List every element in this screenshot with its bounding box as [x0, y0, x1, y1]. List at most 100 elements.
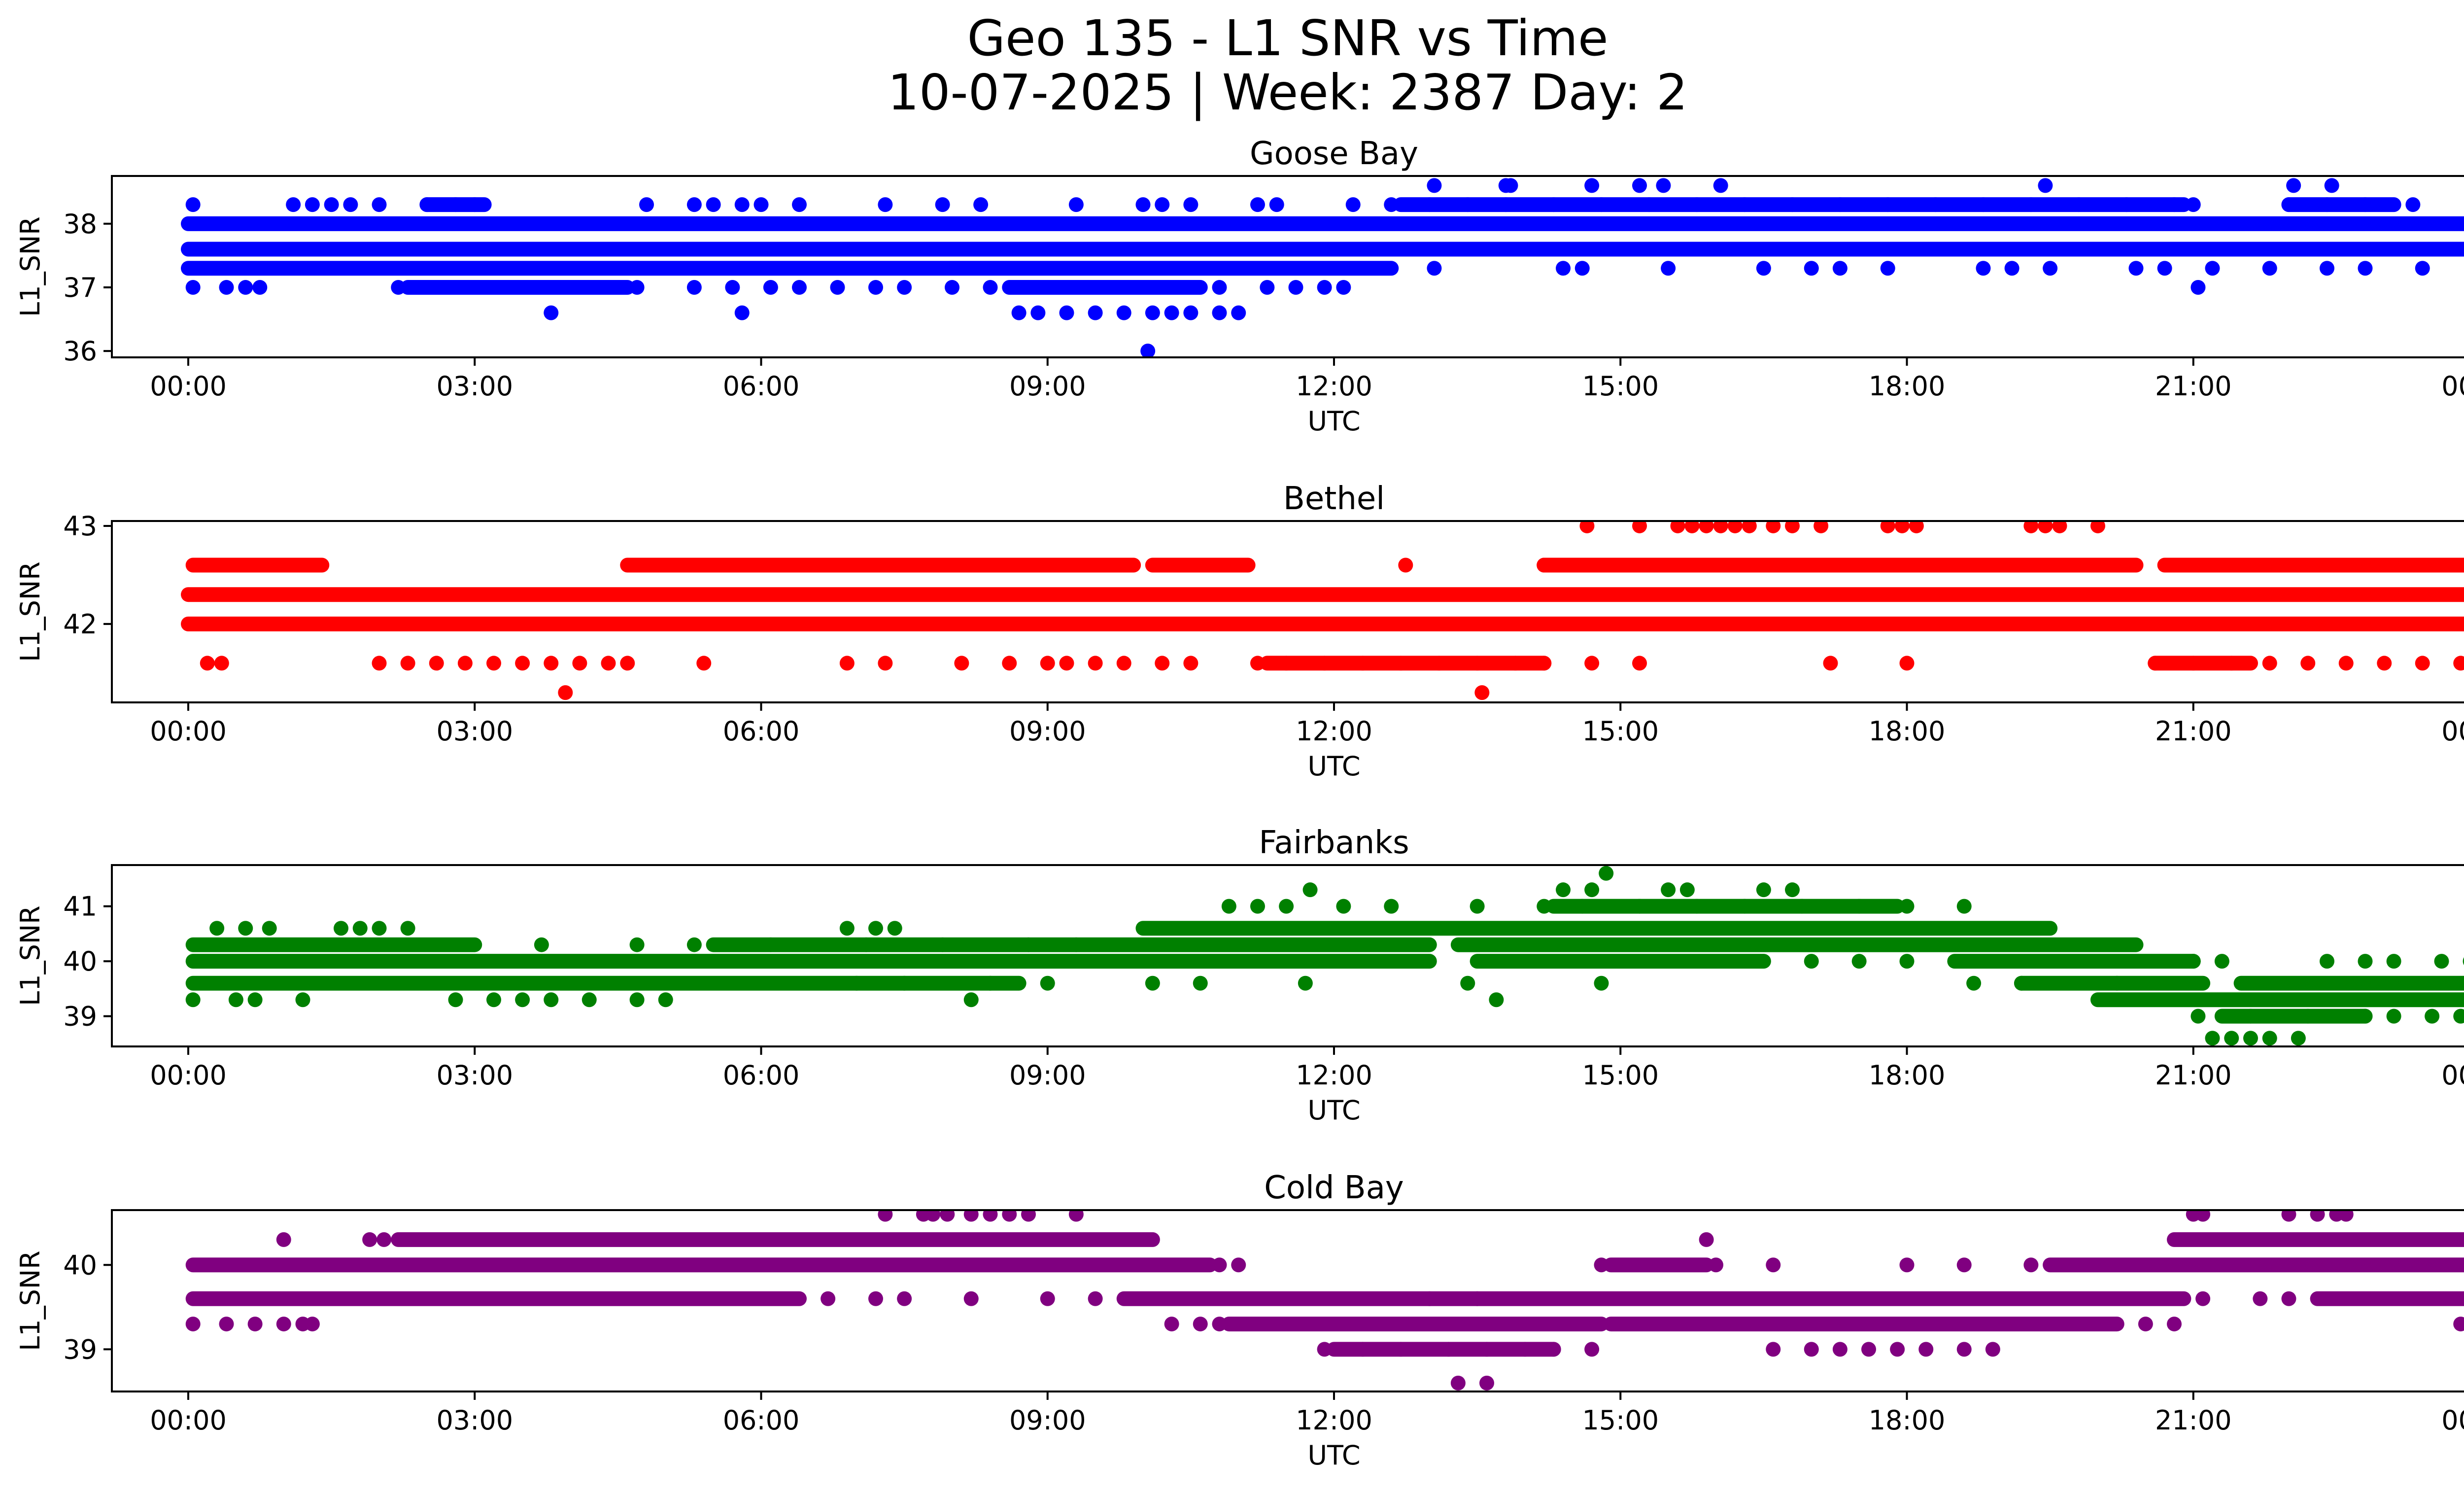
data-point-bethel [1579, 521, 1595, 533]
data-point-goose-bay [1269, 197, 1284, 212]
data-point-goose-bay [1584, 178, 1600, 193]
scatter-series-bethel [181, 521, 2464, 700]
data-point-goose-bay [305, 197, 320, 212]
x-tick-label-cold-bay: 21:00 [2155, 1405, 2232, 1436]
data-point-bethel [2453, 656, 2464, 671]
data-point-cold-bay [2138, 1317, 2153, 1332]
x-tick-label-cold-bay: 12:00 [1296, 1405, 1372, 1436]
data-point-goose-bay [973, 197, 989, 212]
data-point-goose-bay [868, 279, 883, 295]
x-tick-label-goose-bay: 03:00 [436, 371, 513, 402]
data-point-bethel [1116, 656, 1131, 671]
x-tick-label-cold-bay: 09:00 [1009, 1405, 1086, 1436]
scatter-series-goose-bay [181, 178, 2464, 357]
y-tick-label-goose-bay: 37 [63, 272, 97, 303]
y-tick-label-bethel: 43 [63, 511, 97, 542]
data-point-fairbanks [2014, 975, 2029, 991]
data-point-cold-bay [1355, 1342, 1370, 1357]
data-point-cold-bay [1212, 1317, 1227, 1332]
data-point-fairbanks [544, 992, 559, 1008]
x-tick-label-fairbanks: 21:00 [2155, 1060, 2232, 1091]
data-point-cold-bay [1479, 1342, 1494, 1357]
data-point-goose-bay [792, 279, 807, 295]
data-point-fairbanks [2186, 954, 2201, 969]
data-point-fairbanks [2358, 954, 2373, 969]
data-point-goose-bay [1928, 197, 1943, 212]
data-point-fairbanks [1661, 882, 1676, 898]
data-point-cold-bay [1470, 1291, 1485, 1306]
data-point-goose-bay [734, 197, 750, 212]
data-point-goose-bay [429, 279, 444, 295]
data-point-goose-bay [1135, 197, 1151, 212]
data-point-cold-bay [1040, 1291, 1055, 1306]
data-point-bethel [1785, 521, 1800, 533]
data-point-bethel [1899, 656, 1915, 671]
data-point-fairbanks [1336, 899, 1351, 914]
data-point-goose-bay [1288, 279, 1303, 295]
x-tick-label-bethel: 09:00 [1009, 716, 1086, 747]
data-point-goose-bay [467, 197, 482, 212]
data-point-fairbanks [2453, 1008, 2464, 1024]
data-point-bethel [1727, 521, 1743, 533]
data-point-goose-bay [878, 197, 893, 212]
data-point-goose-bay [2358, 197, 2373, 212]
data-point-cold-bay [868, 1291, 883, 1306]
data-point-goose-bay [686, 279, 702, 295]
data-point-bethel [2224, 656, 2239, 671]
y-axis-label-goose-bay: L1_SNR [15, 216, 46, 317]
data-point-cold-bay [1918, 1342, 1934, 1357]
data-point-cold-bay [983, 1210, 998, 1222]
data-point-goose-bay [830, 279, 845, 295]
x-tick-label-goose-bay: 00:00 [150, 371, 227, 402]
data-point-cold-bay [1804, 1342, 1819, 1357]
subplot-bethel: Bethel 00:00 03:00 06:00 09:00 12:00 15:00 18:0… [15, 481, 2464, 782]
data-point-bethel [954, 656, 969, 671]
data-point-fairbanks [400, 921, 415, 936]
y-tick-label-cold-bay: 39 [63, 1334, 97, 1365]
data-point-goose-bay [2190, 279, 2206, 295]
x-tick-label-goose-bay: 21:00 [2155, 371, 2232, 402]
data-point-bethel [1632, 521, 1647, 533]
data-point-goose-bay [706, 197, 721, 212]
data-point-fairbanks [2243, 1031, 2258, 1046]
x-tick-label-goose-bay: 06:00 [723, 371, 800, 402]
data-point-fairbanks [868, 921, 883, 936]
data-point-cold-bay [1212, 1257, 1227, 1273]
data-point-goose-bay [1068, 197, 1084, 212]
data-point-goose-bay [582, 279, 597, 295]
y-tick-label-fairbanks: 40 [63, 946, 97, 977]
data-point-goose-bay [1422, 197, 1437, 212]
x-tick-label-bethel: 06:00 [723, 716, 800, 747]
data-point-bethel [1393, 656, 1408, 671]
data-point-cold-bay [1956, 1342, 1972, 1357]
data-point-fairbanks [1804, 954, 1819, 969]
data-point-cold-bay [1231, 1257, 1246, 1273]
data-point-bethel [1059, 656, 1074, 671]
data-point-goose-bay [734, 305, 750, 320]
data-point-fairbanks [963, 992, 979, 1008]
data-point-bethel [1684, 521, 1700, 533]
data-point-fairbanks [1021, 937, 1036, 952]
data-point-cold-bay [1594, 1257, 1609, 1273]
data-point-goose-bay [2071, 197, 2087, 212]
figure-title-line2: 10-07-2025 | Week: 2387 Day: 2 [888, 64, 1687, 121]
data-point-fairbanks [2358, 1008, 2373, 1024]
data-point-bethel [1088, 656, 1103, 671]
x-tick-label-bethel: 00:00 [150, 716, 227, 747]
y-tick-label-bethel: 42 [63, 609, 97, 640]
data-point-goose-bay [2186, 197, 2201, 212]
data-point-goose-bay [324, 197, 339, 212]
data-point-fairbanks [372, 921, 387, 936]
data-point-goose-bay [1785, 197, 1800, 212]
x-tick-label-bethel: 15:00 [1582, 716, 1659, 747]
data-point-fairbanks [1737, 899, 1752, 914]
data-point-goose-bay [1212, 279, 1227, 295]
data-point-cold-bay [1584, 1342, 1600, 1357]
data-point-cold-bay [2195, 1210, 2211, 1222]
data-point-fairbanks [2386, 1008, 2401, 1024]
data-point-goose-bay [1713, 178, 1728, 193]
data-point-cold-bay [2453, 1317, 2464, 1332]
data-point-fairbanks [262, 921, 277, 936]
data-point-cold-bay [276, 1232, 291, 1247]
data-point-fairbanks [1785, 882, 1800, 898]
